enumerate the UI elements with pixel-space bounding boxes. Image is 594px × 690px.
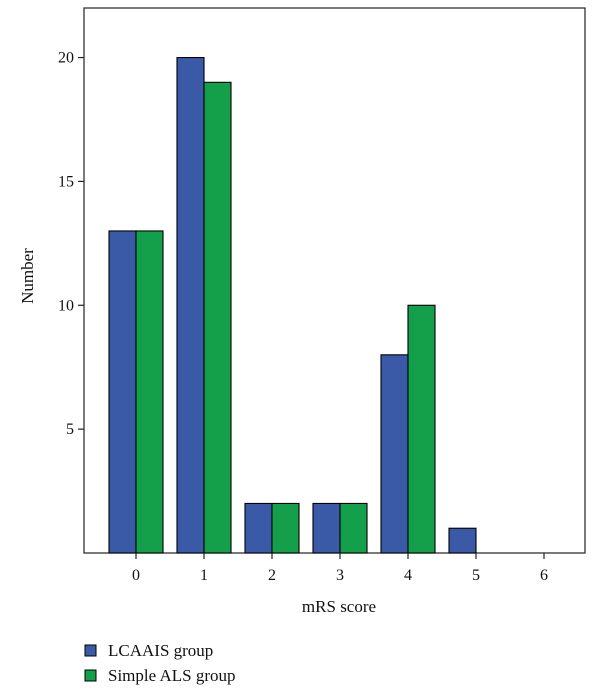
bar-lcaais-mrs-2 [244, 502, 273, 554]
x-tick-label: 6 [540, 567, 548, 584]
bars-group [108, 56, 477, 554]
bar-simple-als-mrs-0 [135, 230, 164, 554]
y-tick-label: 10 [58, 297, 74, 314]
legend-label-lcaais: LCAAIS group [108, 641, 213, 660]
bar-lcaais-mrs-1 [176, 56, 205, 554]
x-axis-label: mRS score [302, 597, 376, 616]
bar-lcaais-mrs-3 [312, 502, 341, 554]
x-tick-label: 1 [200, 567, 208, 584]
x-tick-label: 0 [132, 567, 140, 584]
y-tick-label: 20 [58, 50, 74, 67]
bar-simple-als-mrs-2 [271, 502, 300, 554]
legend-swatch-simple-als [84, 669, 97, 682]
x-tick-label: 5 [472, 567, 480, 584]
legend-label-simple-als: Simple ALS group [108, 666, 236, 685]
y-axis-label: Number [18, 248, 37, 304]
legend: LCAAIS group Simple ALS group [84, 641, 236, 685]
y-tick-label: 15 [58, 173, 74, 190]
x-tick-label: 3 [336, 567, 344, 584]
legend-swatch-lcaais [84, 644, 97, 657]
bar-lcaais-mrs-5 [448, 527, 477, 554]
bar-simple-als-mrs-1 [203, 81, 232, 554]
bar-simple-als-mrs-4 [407, 304, 436, 554]
bar-lcaais-mrs-4 [380, 354, 409, 554]
y-tick-label: 5 [66, 421, 74, 438]
x-axis: 0 1 2 3 4 5 6 [132, 553, 548, 584]
bar-simple-als-mrs-3 [339, 502, 368, 554]
x-tick-label: 4 [404, 567, 412, 584]
bar-lcaais-mrs-0 [108, 230, 137, 554]
x-tick-label: 2 [268, 567, 276, 584]
y-axis: 5 10 15 20 [58, 50, 84, 438]
